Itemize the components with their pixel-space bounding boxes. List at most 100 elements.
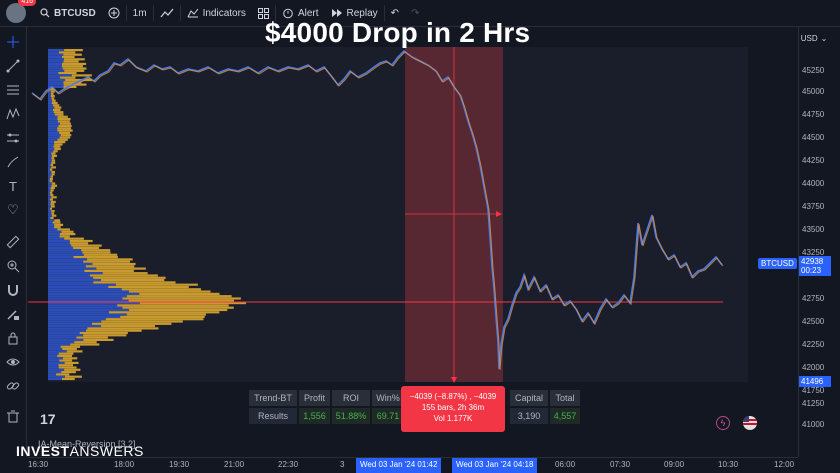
profile-bar-buy bbox=[48, 168, 50, 171]
lock-drawing-tool[interactable] bbox=[4, 305, 22, 323]
flag-icon[interactable] bbox=[743, 416, 757, 430]
alert-button[interactable]: Alert bbox=[276, 0, 325, 27]
profile-bar-sell bbox=[50, 88, 55, 91]
compare-button[interactable] bbox=[102, 0, 126, 27]
profile-bar-buy bbox=[48, 53, 64, 56]
lock-icon bbox=[8, 332, 18, 345]
profile-bar-sell bbox=[101, 320, 183, 323]
lightning-icon[interactable]: ϟ bbox=[716, 416, 730, 430]
alarm-clock-icon bbox=[283, 8, 293, 19]
profile-bar-sell bbox=[122, 306, 234, 309]
price-tick: 44000 bbox=[802, 179, 825, 188]
profile-bar-sell bbox=[139, 292, 220, 295]
profile-bar-sell bbox=[93, 281, 176, 284]
ruler-tool[interactable] bbox=[4, 233, 22, 251]
profile-bar-sell bbox=[63, 53, 82, 56]
time-tick: 12:00 bbox=[774, 460, 795, 469]
brand-light: ANSWERS bbox=[69, 443, 144, 459]
profile-bar-sell bbox=[51, 214, 57, 217]
profile-bar-sell bbox=[89, 274, 158, 277]
profile-bar-sell bbox=[50, 203, 55, 206]
delete-tool[interactable] bbox=[4, 407, 22, 425]
profile-bar-sell bbox=[49, 198, 53, 201]
profile-bar-sell bbox=[63, 58, 85, 61]
profile-bar-buy bbox=[48, 237, 65, 240]
pattern-tool[interactable] bbox=[4, 105, 22, 123]
price-tick: 43500 bbox=[802, 225, 825, 234]
heart-icon: ♡ bbox=[7, 202, 19, 217]
brush-tool[interactable] bbox=[4, 153, 22, 171]
interval-button[interactable]: 1m bbox=[132, 7, 147, 19]
profile-bar-sell bbox=[57, 228, 71, 231]
avatar[interactable]: 416 bbox=[6, 0, 36, 23]
profile-bar-buy bbox=[48, 329, 87, 332]
profile-bar-sell bbox=[53, 226, 61, 229]
profile-bar-sell bbox=[60, 134, 72, 137]
profile-bar-buy bbox=[48, 315, 121, 318]
profile-bar-sell bbox=[64, 375, 82, 378]
profile-bar-sell bbox=[83, 338, 114, 341]
profile-bar-buy bbox=[48, 212, 52, 215]
profile-bar-buy bbox=[48, 318, 106, 321]
profile-bar-buy bbox=[48, 69, 65, 72]
profile-bar-buy bbox=[48, 127, 58, 130]
lock-tool[interactable] bbox=[4, 329, 22, 347]
profile-bar-sell bbox=[52, 104, 60, 107]
profile-bar-sell bbox=[61, 62, 87, 65]
measure-bars: 155 bars, 2h 36m bbox=[421, 403, 485, 412]
symbol-search-button[interactable]: BTCUSD bbox=[34, 0, 102, 27]
profile-bar-sell bbox=[58, 352, 74, 355]
profile-bar-buy bbox=[48, 302, 140, 305]
price-line-shadow bbox=[32, 51, 724, 371]
profile-bar-sell bbox=[62, 67, 87, 70]
indicators-button[interactable]: Indicators bbox=[181, 0, 252, 27]
chart-pane[interactable] bbox=[28, 27, 798, 457]
profile-bar-sell bbox=[122, 297, 241, 300]
profile-bar-sell bbox=[59, 233, 76, 236]
profile-bar-sell bbox=[128, 290, 211, 293]
strategy-label[interactable]: IA-Mean-Reversion [3.2] bbox=[38, 439, 136, 449]
time-tick: 07:30 bbox=[610, 460, 631, 469]
undo-button[interactable]: ↶ bbox=[385, 0, 405, 27]
redo-button[interactable]: ↷ bbox=[405, 0, 425, 27]
time-tick: 09:00 bbox=[664, 460, 685, 469]
profile-bar-sell bbox=[51, 154, 57, 157]
profile-bar-buy bbox=[48, 371, 62, 374]
crosshair-tool[interactable] bbox=[4, 33, 22, 51]
layouts-button[interactable] bbox=[252, 0, 275, 27]
profile-bar-buy bbox=[48, 154, 52, 157]
time-tick: 3 bbox=[340, 460, 345, 469]
fib-tool[interactable] bbox=[4, 81, 22, 99]
profile-bar-buy bbox=[48, 364, 59, 367]
profile-bar-sell bbox=[54, 223, 64, 226]
text-tool[interactable]: T bbox=[4, 177, 22, 195]
magnet-tool[interactable] bbox=[4, 281, 22, 299]
link-tool[interactable] bbox=[4, 377, 22, 395]
visibility-tool[interactable] bbox=[4, 353, 22, 371]
profile-bar-sell bbox=[83, 334, 127, 337]
profile-bar-buy bbox=[48, 281, 94, 284]
profile-bar-buy bbox=[48, 288, 122, 291]
profile-bar-buy bbox=[48, 129, 58, 132]
price-tick: 43250 bbox=[802, 248, 825, 257]
time-tick: 21:00 bbox=[224, 460, 245, 469]
favorites-tool[interactable]: ♡ bbox=[4, 201, 22, 219]
price-tick: 41750 bbox=[802, 386, 825, 395]
replay-button[interactable]: Replay bbox=[325, 0, 384, 27]
profile-bar-sell bbox=[57, 129, 73, 132]
prediction-tool[interactable] bbox=[4, 129, 22, 147]
time-axis[interactable]: 16:30 18:00 19:30 21:00 22:30 3 Wed 03 J… bbox=[28, 457, 798, 473]
header-trend-bt: Trend-BT bbox=[248, 389, 298, 407]
profile-bar-buy bbox=[48, 90, 51, 93]
profile-bar-buy bbox=[48, 60, 64, 63]
chart-type-button[interactable] bbox=[154, 0, 180, 27]
price-tick: 41250 bbox=[802, 399, 825, 408]
currency-button[interactable]: USD ⌄ bbox=[798, 30, 830, 46]
trendline-tool[interactable] bbox=[4, 57, 22, 75]
profile-bar-sell bbox=[52, 99, 56, 102]
profile-bar-buy bbox=[48, 115, 58, 118]
profile-bar-buy bbox=[48, 152, 52, 155]
profile-bar-sell bbox=[50, 216, 54, 220]
zoom-tool[interactable] bbox=[4, 257, 22, 275]
price-tick: 43750 bbox=[802, 202, 825, 211]
